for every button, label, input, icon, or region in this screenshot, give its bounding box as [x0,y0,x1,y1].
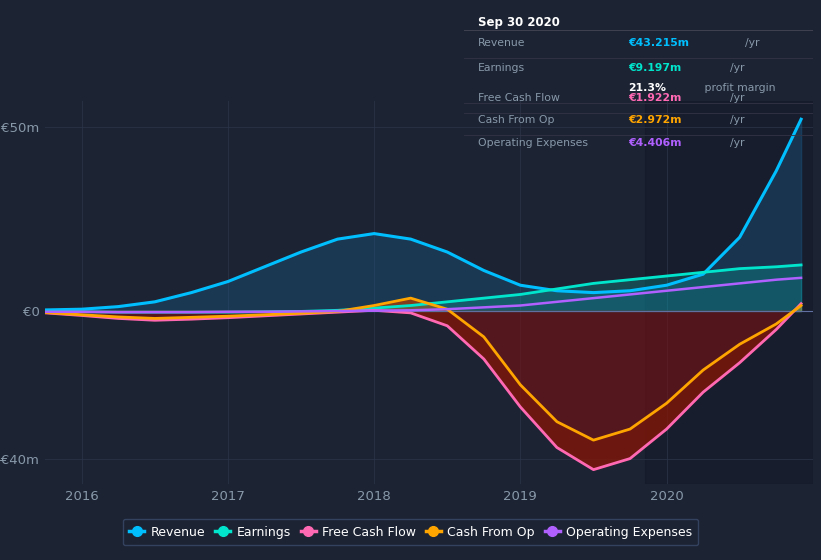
Text: /yr: /yr [745,38,759,48]
Text: €9.197m: €9.197m [628,63,681,73]
Text: €1.922m: €1.922m [628,93,681,103]
Text: profit margin: profit margin [701,83,776,92]
Text: €43.215m: €43.215m [628,38,689,48]
Text: €4.406m: €4.406m [628,138,681,147]
Text: /yr: /yr [731,138,745,147]
Text: Earnings: Earnings [478,63,525,73]
Bar [644,101,813,484]
Text: /yr: /yr [731,63,745,73]
Text: /yr: /yr [731,114,745,124]
Text: /yr: /yr [731,93,745,103]
Text: €2.972m: €2.972m [628,114,681,124]
Text: Operating Expenses: Operating Expenses [478,138,588,147]
Legend: Revenue, Earnings, Free Cash Flow, Cash From Op, Operating Expenses: Revenue, Earnings, Free Cash Flow, Cash … [123,519,698,545]
Text: 21.3%: 21.3% [628,83,666,92]
Text: Revenue: Revenue [478,38,525,48]
Text: Sep 30 2020: Sep 30 2020 [478,16,560,29]
Text: Free Cash Flow: Free Cash Flow [478,93,560,103]
Text: Cash From Op: Cash From Op [478,114,554,124]
